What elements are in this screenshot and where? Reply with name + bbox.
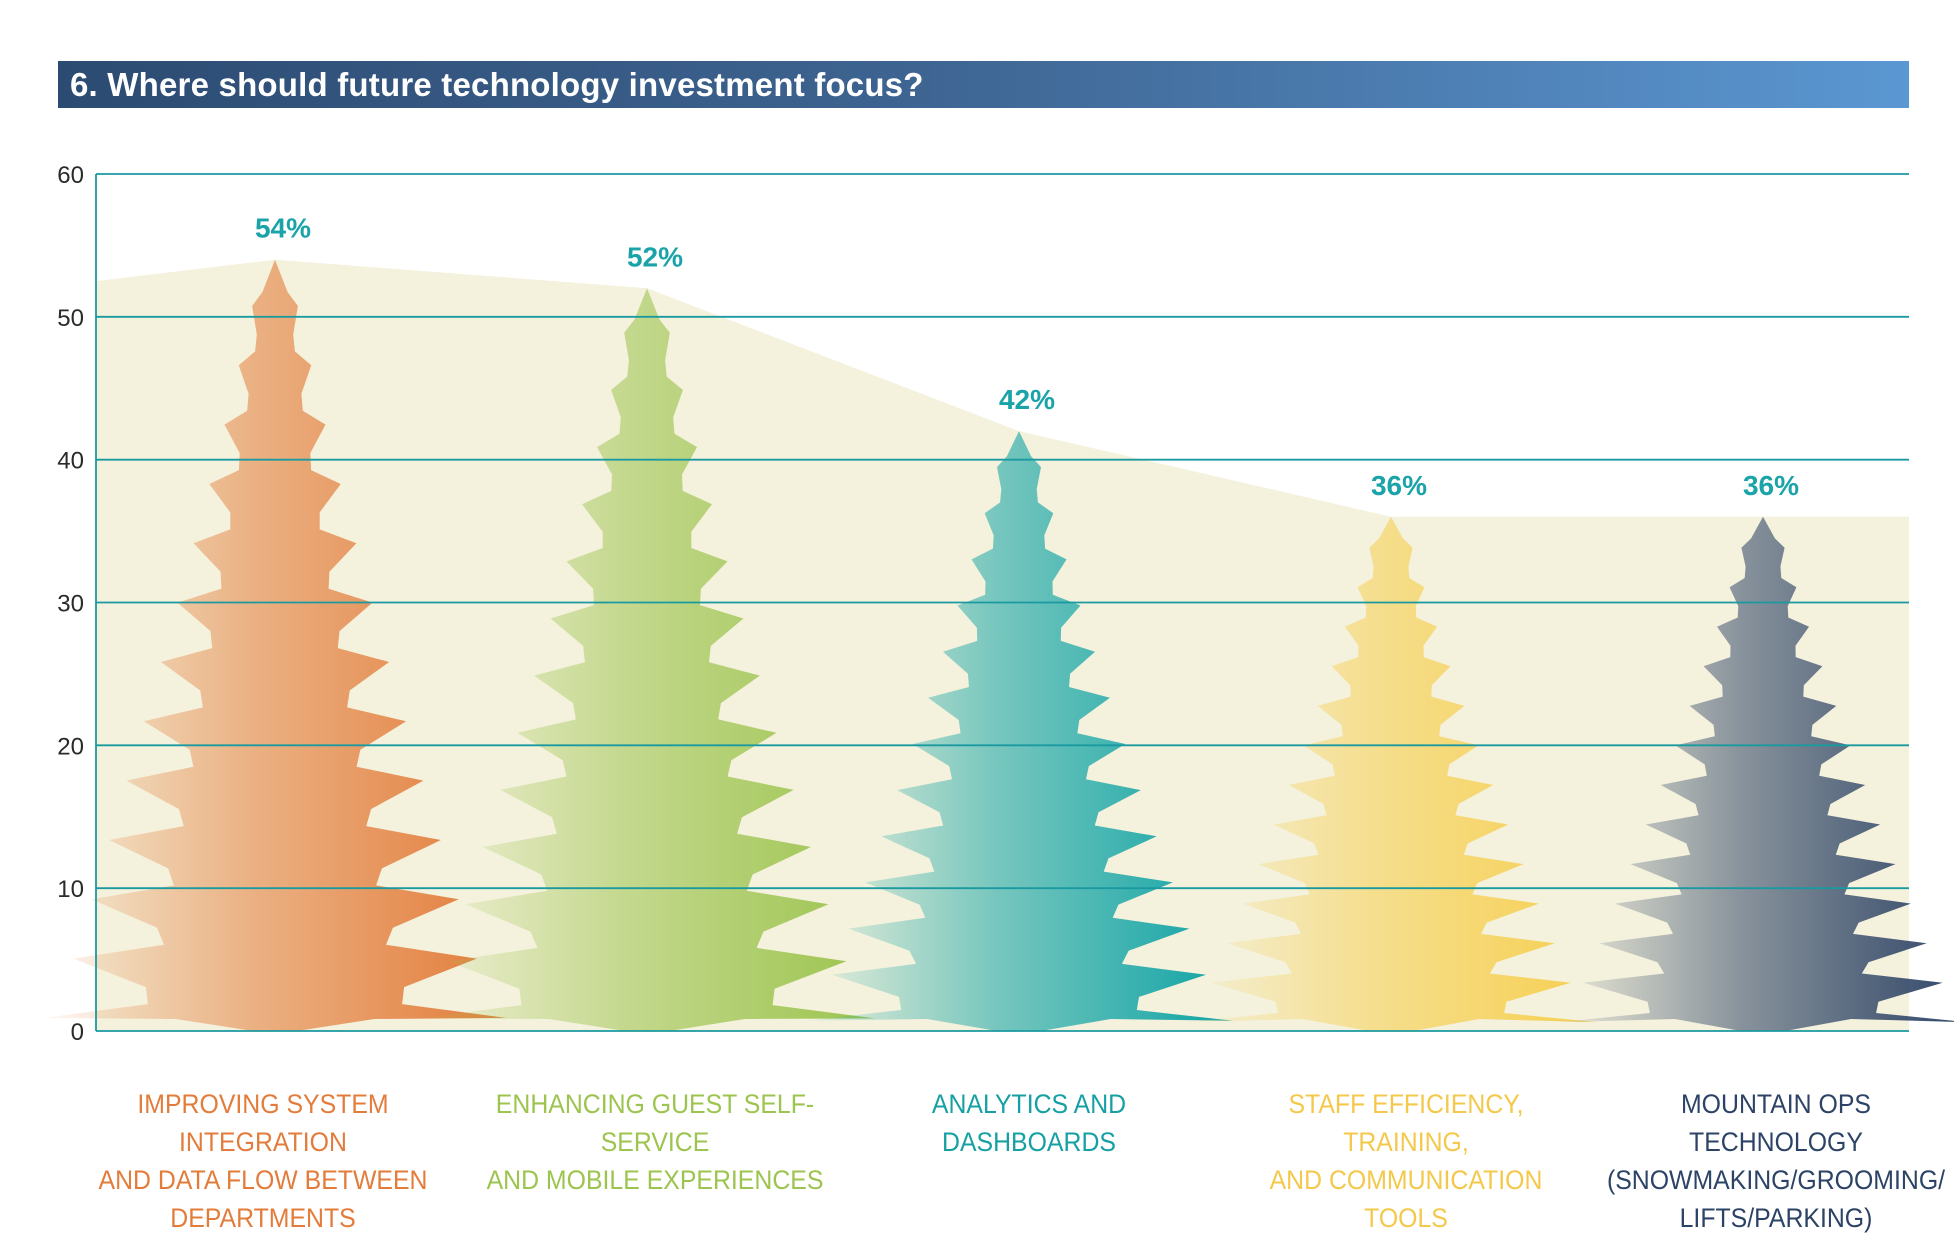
category-label-2: ENHANCING GUEST SELF-SERVICE AND MOBILE E… [480, 1085, 830, 1199]
y-tick-label: 30 [57, 591, 84, 618]
y-tick-label: 0 [71, 1019, 84, 1046]
category-label-line: AND DATA FLOW BETWEEN [98, 1165, 428, 1195]
category-label-3: ANALYTICS AND DASHBOARDS [854, 1085, 1204, 1161]
category-label-line: DEPARTMENTS [170, 1203, 356, 1233]
category-label-line: AND COMMUNICATION TOOLS [1269, 1165, 1543, 1233]
category-label-4: STAFF EFFICIENCY, TRAINING, AND COMMUNICA… [1231, 1085, 1581, 1237]
tree-bar-4 [1185, 516, 1597, 1031]
chart-title: 6. Where should future technology invest… [58, 61, 1909, 108]
data-label: 54% [255, 213, 311, 244]
y-tick-label: 50 [57, 305, 84, 332]
tree-bar-5 [1557, 516, 1954, 1031]
y-tick-label: 10 [57, 876, 84, 903]
category-label-line: IMPROVING SYSTEM INTEGRATION [137, 1089, 389, 1157]
tree-bar-1 [43, 259, 507, 1031]
data-label: 52% [627, 241, 683, 272]
category-label-line: STAFF EFFICIENCY, TRAINING, [1288, 1089, 1524, 1157]
category-label-line: AND MOBILE EXPERIENCES [486, 1165, 824, 1195]
category-label-line: (SNOWMAKING/GROOMING/ [1606, 1165, 1946, 1195]
y-tick-label: 40 [57, 448, 84, 475]
category-label-1: IMPROVING SYSTEM INTEGRATION AND DATA FLO… [88, 1085, 438, 1237]
tree-bar-3 [804, 431, 1234, 1032]
data-label: 36% [1743, 470, 1799, 501]
category-label-line: LIFTS/PARKING) [1679, 1203, 1873, 1233]
tree-bar-2 [418, 288, 876, 1031]
y-tick-label: 20 [57, 733, 84, 760]
category-label-line: ANALYTICS AND DASHBOARDS [931, 1089, 1127, 1157]
y-tick-label: 60 [57, 162, 84, 189]
data-label: 36% [1371, 470, 1427, 501]
category-label-5: MOUNTAIN OPS TECHNOLOGY (SNOWMAKING/GROOM… [1601, 1085, 1951, 1237]
category-label-line: MOUNTAIN OPS TECHNOLOGY [1680, 1089, 1871, 1157]
data-label: 42% [999, 384, 1055, 415]
category-label-line: ENHANCING GUEST SELF-SERVICE [495, 1089, 815, 1157]
